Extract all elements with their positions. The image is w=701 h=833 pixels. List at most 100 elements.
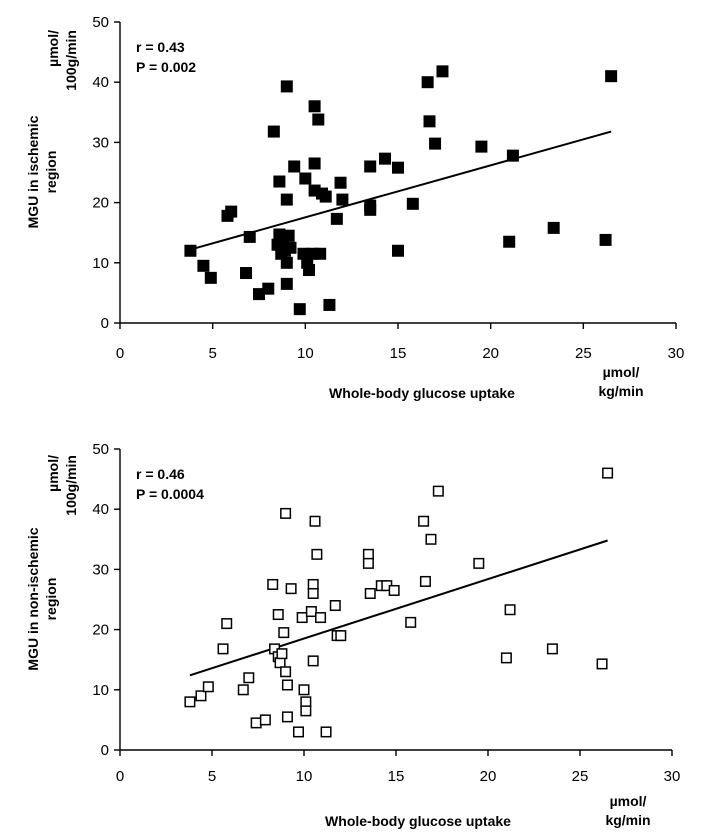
- ischemic-data-point: [475, 140, 488, 153]
- ischemic-data-point: [547, 221, 560, 234]
- ischemic-data-point: [225, 205, 238, 218]
- non-ischemic-data-point: [280, 507, 292, 519]
- non-ischemic-data-point: [276, 648, 288, 660]
- non-ischemic-data-point: [250, 717, 262, 729]
- non-ischemic-data-point: [305, 606, 317, 618]
- ischemic-x-axis-label: Whole-body glucose uptake: [329, 385, 515, 401]
- ischemic-data-point: [240, 267, 253, 280]
- ischemic-x-tick-label: 20: [482, 345, 499, 362]
- ischemic-data-point: [392, 161, 404, 174]
- non-ischemic-x-unit-label: µmol/: [610, 793, 647, 809]
- ischemic-x-tick-label: 25: [575, 345, 592, 362]
- non-ischemic-data-point: [307, 578, 319, 590]
- non-ischemic-x-tick-label: 30: [664, 768, 681, 785]
- non-ischemic-data-point: [405, 616, 417, 628]
- non-ischemic-data-point: [307, 587, 319, 599]
- ischemic-data-point: [243, 230, 256, 243]
- ischemic-data-point: [308, 100, 321, 113]
- non-ischemic-data-point: [320, 726, 332, 738]
- non-ischemic-data-point: [259, 714, 271, 726]
- ischemic-data-point: [297, 247, 310, 260]
- non-ischemic-data-point: [296, 612, 308, 624]
- non-ischemic-y-unit-label: µmol/: [45, 455, 61, 492]
- ischemic-x-tick-label: 15: [390, 345, 407, 362]
- ischemic-data-point: [197, 259, 210, 272]
- ischemic-x-tick-label: 30: [668, 345, 685, 362]
- non-ischemic-data-point: [298, 684, 310, 696]
- non-ischemic-data-point: [184, 696, 196, 708]
- non-ischemic-y-tick-label: 20: [92, 622, 109, 639]
- ischemic-data-point: [184, 244, 197, 257]
- ischemic-scatter-plot: 0 10 20 30 40 50 0 5 10 15 20 25 30 Whole-body glucos…: [25, 14, 684, 401]
- non-ischemic-data-point: [419, 575, 431, 587]
- non-ischemic-data-point: [278, 627, 290, 639]
- non-ischemic-x-tick-label: 15: [388, 768, 405, 785]
- ischemic-data-point: [334, 176, 347, 189]
- non-ischemic-x-axis-label: Whole-body glucose uptake: [325, 813, 511, 829]
- ischemic-y-unit-label: 100g/min: [63, 30, 79, 91]
- ischemic-data-point: [314, 247, 327, 260]
- ischemic-data-point: [319, 190, 332, 203]
- ischemic-data-point: [273, 175, 286, 188]
- non-ischemic-data-point: [596, 658, 608, 670]
- non-ischemic-data-point: [388, 584, 400, 596]
- non-ischemic-x-unit-label: kg/min: [605, 812, 650, 828]
- ischemic-y-axis-label: MGU in ischemic: [25, 115, 41, 228]
- non-ischemic-y-tick-label: 50: [92, 441, 109, 458]
- ischemic-data-point: [293, 303, 306, 316]
- ischemic-y-tick-label: 50: [92, 14, 109, 31]
- ischemic-x-tick-label: 5: [208, 345, 216, 362]
- ischemic-data-point: [429, 137, 442, 150]
- ischemic-data-point: [423, 115, 436, 128]
- non-ischemic-data-point: [300, 705, 312, 717]
- non-ischemic-data-point: [364, 587, 376, 599]
- non-ischemic-data-point: [202, 681, 214, 693]
- ischemic-x-tick-label: 10: [297, 345, 314, 362]
- non-ischemic-x-tick-label: 5: [208, 768, 216, 785]
- non-ischemic-data-point: [274, 657, 286, 669]
- non-ischemic-y-tick-label: 40: [92, 501, 109, 518]
- non-ischemic-data-point: [329, 600, 341, 612]
- ischemic-y-tick-label: 10: [92, 255, 109, 272]
- ischemic-y-tick-label: 30: [92, 134, 109, 151]
- ischemic-y-tick-label: 0: [101, 315, 109, 332]
- ischemic-data-point: [312, 113, 325, 126]
- ischemic-data-point: [323, 298, 336, 311]
- non-ischemic-data-point: [602, 467, 614, 479]
- non-ischemic-data-point: [272, 609, 284, 621]
- non-ischemic-data-point: [504, 604, 516, 616]
- ischemic-data-point: [284, 241, 297, 254]
- non-ischemic-data-point: [281, 679, 293, 691]
- ischemic-x-unit-label: µmol/: [603, 364, 640, 380]
- non-ischemic-data-point: [221, 618, 233, 630]
- non-ischemic-data-point: [267, 578, 279, 590]
- ischemic-data-point: [282, 229, 295, 242]
- ischemic-data-point: [267, 125, 280, 138]
- ischemic-x-tick-label: 0: [116, 345, 124, 362]
- non-ischemic-data-point: [195, 690, 207, 702]
- non-ischemic-data-point: [362, 557, 374, 569]
- non-ischemic-data-point: [243, 672, 255, 684]
- non-ischemic-data-point: [307, 655, 319, 667]
- non-ischemic-data-point: [292, 726, 304, 738]
- ischemic-data-point: [364, 160, 377, 173]
- non-ischemic-data-point: [281, 711, 293, 723]
- non-ischemic-y-unit-label: 100g/min: [63, 455, 79, 516]
- non-ischemic-data-point: [473, 557, 485, 569]
- non-ischemic-data-point: [309, 515, 321, 527]
- non-ischemic-stat-annotation: P = 0.0004: [136, 486, 204, 502]
- non-ischemic-data-point: [285, 583, 297, 595]
- non-ischemic-y-tick-label: 0: [101, 742, 109, 759]
- ischemic-y-tick-label: 40: [92, 74, 109, 91]
- non-ischemic-stat-annotation: r = 0.46: [136, 466, 185, 482]
- non-ischemic-data-point: [217, 643, 229, 655]
- non-ischemic-scatter-plot: 0 10 20 30 40 50 0 5 10 15 20 25 30 Whole-body glucos…: [25, 441, 680, 829]
- ischemic-data-point: [421, 76, 434, 89]
- ischemic-y-tick-label: 20: [92, 195, 109, 212]
- ischemic-data-point: [406, 197, 419, 210]
- ischemic-data-point: [503, 235, 516, 248]
- non-ischemic-x-tick-label: 0: [116, 768, 124, 785]
- non-ischemic-data-point: [500, 652, 512, 664]
- ischemic-data-point: [299, 172, 312, 185]
